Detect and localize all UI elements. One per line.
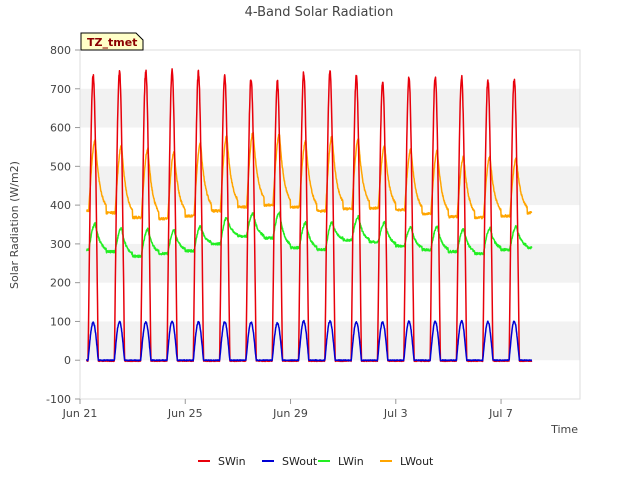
grid-bands xyxy=(80,88,580,361)
x-tick-label: Jul 7 xyxy=(488,407,513,420)
x-axis: Jun 21 Jun 25 Jun 29 Jul 3 Jul 7 xyxy=(62,399,513,420)
y-axis: -100 0 100 200 300 400 500 600 700 800 xyxy=(46,44,80,406)
series-line-lwout xyxy=(86,131,533,221)
legend-label-lwout: LWout xyxy=(400,455,434,468)
series-line-swout xyxy=(85,319,533,362)
annotation-shape xyxy=(80,32,144,51)
legend-label-swout: SWout xyxy=(282,455,318,468)
legend-label-swin: SWin xyxy=(218,455,246,468)
y-tick-label: 100 xyxy=(50,315,71,328)
y-tick-label: 600 xyxy=(50,122,71,135)
x-tick-label: Jun 29 xyxy=(272,407,308,420)
y-tick-label: 700 xyxy=(50,83,71,96)
y-tick-label: -100 xyxy=(46,393,71,406)
annotation-box: TZ_tmet xyxy=(80,32,144,51)
annotation-text: TZ_tmet xyxy=(87,36,137,49)
y-tick-label: 800 xyxy=(50,44,71,57)
x-tick-label: Jun 21 xyxy=(62,407,98,420)
y-tick-label: 500 xyxy=(50,160,71,173)
y-axis-label: Solar Radiation (W/m2) xyxy=(8,161,21,289)
plot-frame xyxy=(79,49,581,400)
legend-label-lwin: LWin xyxy=(338,455,364,468)
y-tick-label: 300 xyxy=(50,238,71,251)
series-layer xyxy=(85,68,533,363)
chart-title: 4-Band Solar Radiation xyxy=(245,5,394,20)
grid-band xyxy=(80,243,580,283)
x-tick-label: Jul 3 xyxy=(383,407,408,420)
y-tick-label: 200 xyxy=(50,277,71,290)
grid-band xyxy=(80,166,580,206)
x-tick-label: Jun 25 xyxy=(167,407,203,420)
grid-band xyxy=(80,88,580,128)
x-axis-label: Time xyxy=(550,423,578,436)
legend: SWin SWout LWin LWout xyxy=(198,455,434,468)
grid-band xyxy=(80,321,580,361)
y-tick-label: 400 xyxy=(50,199,71,212)
y-tick-label: 0 xyxy=(64,354,71,367)
